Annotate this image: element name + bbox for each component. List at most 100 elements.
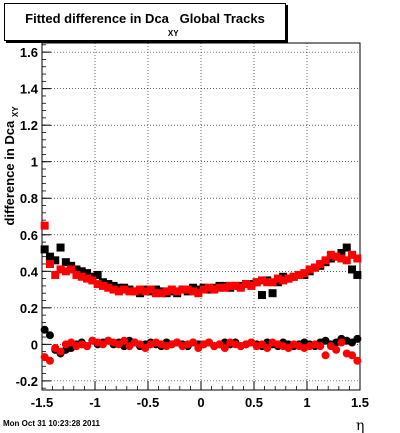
data-point-square: [45, 259, 54, 268]
data-point-square: [194, 289, 203, 298]
y-axis-label: difference in Dca XY: [2, 106, 20, 226]
data-point-square: [321, 256, 330, 265]
y-tick-label: 0: [31, 337, 38, 352]
data-point-square: [146, 285, 155, 294]
data-point-circle: [40, 325, 49, 334]
data-point-square: [236, 283, 245, 292]
data-point-square: [83, 274, 92, 283]
data-point-square: [98, 281, 107, 290]
data-point-square: [157, 289, 166, 298]
x-axis-label: η: [356, 418, 364, 433]
data-point-circle: [332, 345, 341, 354]
data-point-square: [252, 278, 261, 287]
tick-labels: -1.5 -1 -0.5 0 0.5 1 1.5 -0.2 0 0.2 0.4 0.6 0.8 1 1.2 1…: [16, 45, 369, 410]
data-point-square: [167, 285, 176, 294]
data-point-circle: [321, 351, 330, 360]
y-tick-label: 1.2: [20, 118, 38, 133]
data-point-square: [305, 265, 314, 274]
x-tick-label: 0: [197, 395, 204, 410]
data-point-square: [279, 276, 288, 285]
data-point-square: [204, 283, 213, 292]
timestamp: Mon Oct 31 10:23:28 2011: [3, 419, 100, 428]
data-point-square: [348, 265, 357, 274]
data-point-square: [215, 283, 224, 292]
data-point-circle: [337, 338, 346, 347]
data-point-square: [162, 287, 171, 296]
data-point-square: [61, 267, 70, 276]
data-point-square: [109, 285, 118, 294]
data-point-square: [104, 283, 113, 292]
data-point-square: [125, 287, 134, 296]
data-point-square: [61, 258, 70, 267]
data-point-square: [257, 276, 266, 285]
data-point-circle: [220, 343, 229, 352]
data-point-square: [77, 272, 86, 281]
data-point-circle: [120, 336, 129, 345]
y-tick-label: 0.4: [20, 264, 39, 279]
data-point-square: [257, 291, 266, 300]
data-point-square: [93, 280, 102, 289]
data-point-circle: [348, 351, 357, 360]
data-point-square: [56, 243, 65, 252]
x-tick-label: -0.5: [137, 395, 159, 410]
data-point-square: [56, 265, 65, 274]
data-point-square: [51, 256, 60, 265]
data-point-square: [342, 256, 351, 265]
x-tick-label: 1.5: [351, 395, 369, 410]
data-point-square: [353, 270, 362, 279]
data-point-square: [130, 287, 139, 296]
y-tick-label: 1.4: [20, 82, 39, 97]
data-point-square: [136, 285, 145, 294]
x-tick-label: 0.5: [245, 395, 263, 410]
data-point-square: [189, 287, 198, 296]
data-point-square: [220, 283, 229, 292]
data-point-square: [247, 281, 256, 290]
y-tick-label: -0.2: [16, 374, 38, 389]
data-point-circle: [45, 356, 54, 365]
data-point-square: [45, 252, 54, 261]
data-point-square: [332, 252, 341, 261]
chart-title-box: Fitted difference in Dca XYGlobal Tracks: [4, 3, 286, 41]
data-point-square: [114, 287, 123, 296]
y-tick-label: 0.8: [20, 191, 38, 206]
data-point-square: [151, 289, 160, 298]
data-point-circle: [263, 343, 272, 352]
y-tick-label: 0.2: [20, 301, 38, 316]
y-tick-label: 0.6: [20, 228, 38, 243]
chart-title-suffix: Global Tracks: [179, 11, 265, 26]
data-point-circle: [56, 347, 65, 356]
data-point-circle: [353, 356, 362, 365]
data-point-square: [120, 285, 129, 294]
data-point-square: [183, 285, 192, 294]
data-point-square: [173, 287, 182, 296]
data-point-square: [199, 285, 208, 294]
data-point-square: [342, 243, 351, 252]
data-point-square: [88, 276, 97, 285]
data-point-circle: [83, 342, 92, 351]
data-point-square: [268, 278, 277, 287]
data-point-square: [226, 281, 235, 290]
data-point-square: [40, 245, 49, 254]
data-point-square: [83, 269, 92, 278]
data-point-square: [51, 270, 60, 279]
data-point-square: [326, 250, 335, 259]
data-point-square: [210, 285, 219, 294]
data-point-square: [284, 274, 293, 283]
x-tick-label: -1: [89, 395, 101, 410]
data-point-square: [289, 272, 298, 281]
y-axis-label-subscript: XY: [11, 106, 20, 117]
data-point-square: [242, 280, 251, 289]
data-point-square: [316, 259, 325, 268]
data-point-square: [353, 254, 362, 263]
data-point-circle: [353, 334, 362, 343]
data-point-square: [72, 265, 81, 274]
y-tick-label: 1: [31, 155, 38, 170]
chart-title-subscript: XY: [167, 29, 179, 38]
data-point-square: [295, 270, 304, 279]
y-axis-label-main: difference in Dca: [2, 120, 17, 226]
data-point-square: [77, 267, 86, 276]
data-point-square: [337, 254, 346, 263]
data-point-circle: [45, 331, 54, 340]
data-point-square: [93, 270, 102, 279]
